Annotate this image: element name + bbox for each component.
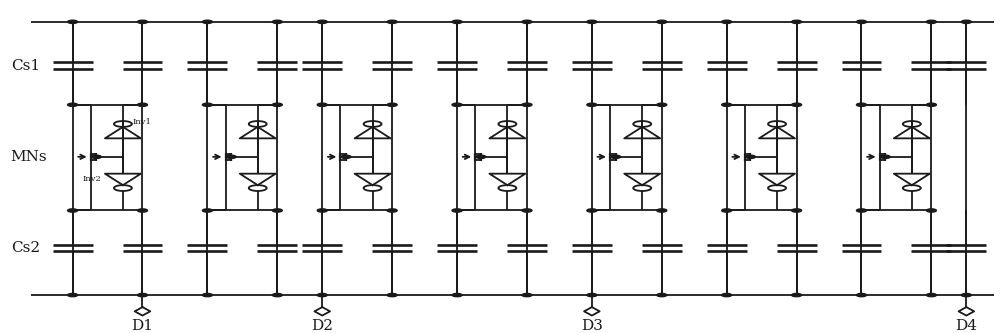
Circle shape xyxy=(226,155,236,159)
Text: Inv2: Inv2 xyxy=(83,175,102,183)
Circle shape xyxy=(587,20,597,23)
Circle shape xyxy=(68,293,78,297)
Circle shape xyxy=(387,20,397,23)
Circle shape xyxy=(880,155,890,159)
Circle shape xyxy=(202,293,212,297)
Circle shape xyxy=(317,20,327,23)
Circle shape xyxy=(657,209,667,212)
Circle shape xyxy=(272,293,282,297)
Circle shape xyxy=(587,103,597,107)
Circle shape xyxy=(202,20,212,23)
Circle shape xyxy=(722,293,732,297)
Circle shape xyxy=(857,20,866,23)
Circle shape xyxy=(202,103,212,107)
Circle shape xyxy=(452,293,462,297)
Circle shape xyxy=(317,293,327,297)
Circle shape xyxy=(138,293,147,297)
Circle shape xyxy=(926,20,936,23)
Circle shape xyxy=(387,209,397,212)
Circle shape xyxy=(522,103,532,107)
Circle shape xyxy=(587,293,597,297)
Circle shape xyxy=(722,20,732,23)
Circle shape xyxy=(926,103,936,107)
Circle shape xyxy=(857,293,866,297)
Circle shape xyxy=(857,209,866,212)
Circle shape xyxy=(522,293,532,297)
Circle shape xyxy=(68,103,78,107)
Text: D1: D1 xyxy=(131,319,153,333)
Circle shape xyxy=(91,155,101,159)
Circle shape xyxy=(452,103,462,107)
Circle shape xyxy=(657,293,667,297)
Circle shape xyxy=(611,155,621,159)
Text: D4: D4 xyxy=(955,319,977,333)
Circle shape xyxy=(272,20,282,23)
Text: D3: D3 xyxy=(581,319,603,333)
Circle shape xyxy=(792,293,802,297)
Circle shape xyxy=(657,103,667,107)
Circle shape xyxy=(961,20,971,23)
Circle shape xyxy=(138,20,147,23)
Circle shape xyxy=(926,209,936,212)
Text: D2: D2 xyxy=(311,319,333,333)
Circle shape xyxy=(792,103,802,107)
Circle shape xyxy=(722,103,732,107)
Circle shape xyxy=(138,103,147,107)
Circle shape xyxy=(341,155,351,159)
Text: Inv1: Inv1 xyxy=(133,118,152,126)
Circle shape xyxy=(522,20,532,23)
Circle shape xyxy=(317,209,327,212)
Circle shape xyxy=(138,209,147,212)
Circle shape xyxy=(452,20,462,23)
Circle shape xyxy=(202,209,212,212)
Circle shape xyxy=(745,155,755,159)
Circle shape xyxy=(961,293,971,297)
Circle shape xyxy=(587,209,597,212)
Circle shape xyxy=(857,103,866,107)
Circle shape xyxy=(452,209,462,212)
Circle shape xyxy=(387,293,397,297)
Circle shape xyxy=(476,155,486,159)
Circle shape xyxy=(792,209,802,212)
Circle shape xyxy=(926,293,936,297)
Text: MNs: MNs xyxy=(11,150,47,164)
Circle shape xyxy=(272,209,282,212)
Circle shape xyxy=(722,209,732,212)
Circle shape xyxy=(522,209,532,212)
Circle shape xyxy=(68,209,78,212)
Text: Cs2: Cs2 xyxy=(11,241,40,255)
Circle shape xyxy=(272,103,282,107)
Circle shape xyxy=(657,20,667,23)
Circle shape xyxy=(792,20,802,23)
Circle shape xyxy=(317,103,327,107)
Circle shape xyxy=(68,20,78,23)
Circle shape xyxy=(387,103,397,107)
Text: Cs1: Cs1 xyxy=(11,59,40,73)
